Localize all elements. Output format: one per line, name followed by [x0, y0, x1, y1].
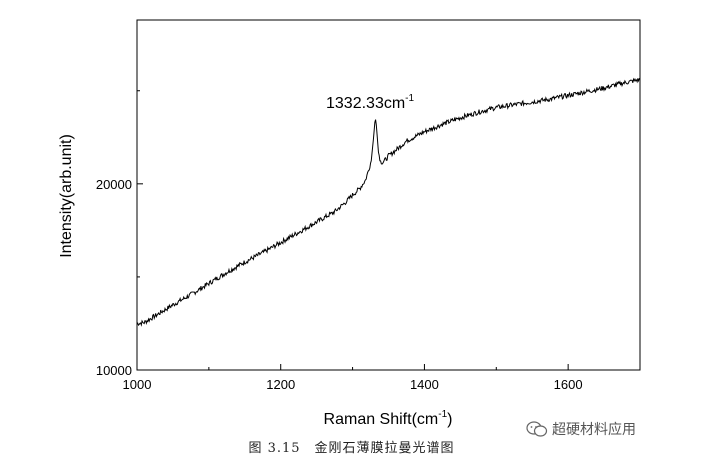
x-tick-label: 1200 [266, 377, 295, 392]
x-axis-title: Raman Shift(cm-1) [324, 409, 453, 428]
x-tick-label: 1600 [554, 377, 583, 392]
figure-caption: 图 3.15 金刚石薄膜拉曼光谱图 [248, 441, 455, 456]
plot-frame [136, 19, 641, 371]
peak-annotation-sup: -1 [405, 93, 414, 104]
y-tick-label: 10000 [96, 363, 132, 378]
x-axis-title-sup: -1 [438, 409, 447, 420]
x-axis-title-end: ) [447, 411, 452, 428]
spectrum-line [136, 77, 641, 327]
watermark: 超硬材料应用 [526, 419, 636, 439]
x-tick-label: 1400 [410, 377, 439, 392]
x-axis-title-text: Raman Shift(cm [324, 411, 439, 428]
y-axis-title: Intensity(arb.unit) [58, 134, 75, 258]
peak-annotation-text: 1332.33cm [326, 95, 405, 112]
y-tick-label: 20000 [96, 177, 132, 192]
y-axis-ticks: 10000 20000 [96, 90, 143, 378]
peak-annotation: 1332.33cm-1 [326, 93, 415, 112]
watermark-text: 超硬材料应用 [552, 422, 636, 438]
x-axis-ticks: 1000 1200 1400 1600 [123, 364, 641, 392]
x-tick-label: 1000 [123, 377, 152, 392]
wechat-icon [526, 421, 548, 437]
